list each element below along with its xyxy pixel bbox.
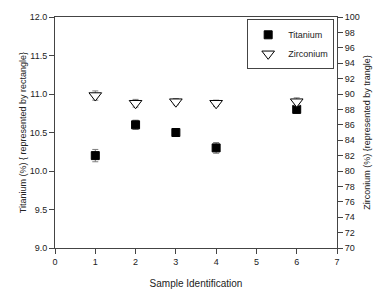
svg-text:74: 74: [345, 212, 355, 222]
svg-text:Titanium (%) { represented by: Titanium (%) { represented by rectangle}: [18, 52, 28, 213]
svg-text:Titanium: Titanium: [288, 30, 322, 40]
svg-text:3: 3: [173, 257, 178, 267]
svg-text:70: 70: [345, 243, 355, 253]
svg-text:9.5: 9.5: [35, 205, 48, 215]
svg-text:94: 94: [345, 58, 355, 68]
svg-text:6: 6: [294, 257, 299, 267]
svg-text:96: 96: [345, 43, 355, 53]
svg-text:98: 98: [345, 28, 355, 38]
svg-text:1: 1: [93, 257, 98, 267]
svg-text:2: 2: [133, 257, 138, 267]
svg-text:4: 4: [214, 257, 219, 267]
svg-text:84: 84: [345, 135, 355, 145]
svg-text:11.0: 11.0: [30, 89, 47, 99]
svg-text:80: 80: [345, 166, 355, 176]
svg-text:92: 92: [345, 74, 355, 84]
svg-text:9.0: 9.0: [35, 243, 48, 253]
svg-text:Zirconium (%) {represented by: Zirconium (%) {represented by trangle}: [362, 55, 372, 210]
svg-text:90: 90: [345, 89, 355, 99]
svg-text:88: 88: [345, 105, 355, 115]
svg-text:86: 86: [345, 120, 355, 130]
svg-text:0: 0: [52, 257, 57, 267]
svg-text:12.0: 12.0: [30, 12, 48, 22]
svg-text:Zirconium: Zirconium: [288, 49, 328, 59]
svg-text:10.5: 10.5: [30, 128, 48, 138]
svg-text:100: 100: [345, 12, 360, 22]
svg-text:72: 72: [345, 228, 355, 238]
svg-text:10.0: 10.0: [30, 166, 48, 176]
svg-text:11.5: 11.5: [30, 51, 47, 61]
svg-text:78: 78: [345, 182, 355, 192]
svg-text:Sample Identification: Sample Identification: [150, 278, 243, 289]
svg-text:76: 76: [345, 197, 355, 207]
svg-text:7: 7: [334, 257, 339, 267]
svg-text:82: 82: [345, 151, 355, 161]
svg-text:5: 5: [254, 257, 259, 267]
